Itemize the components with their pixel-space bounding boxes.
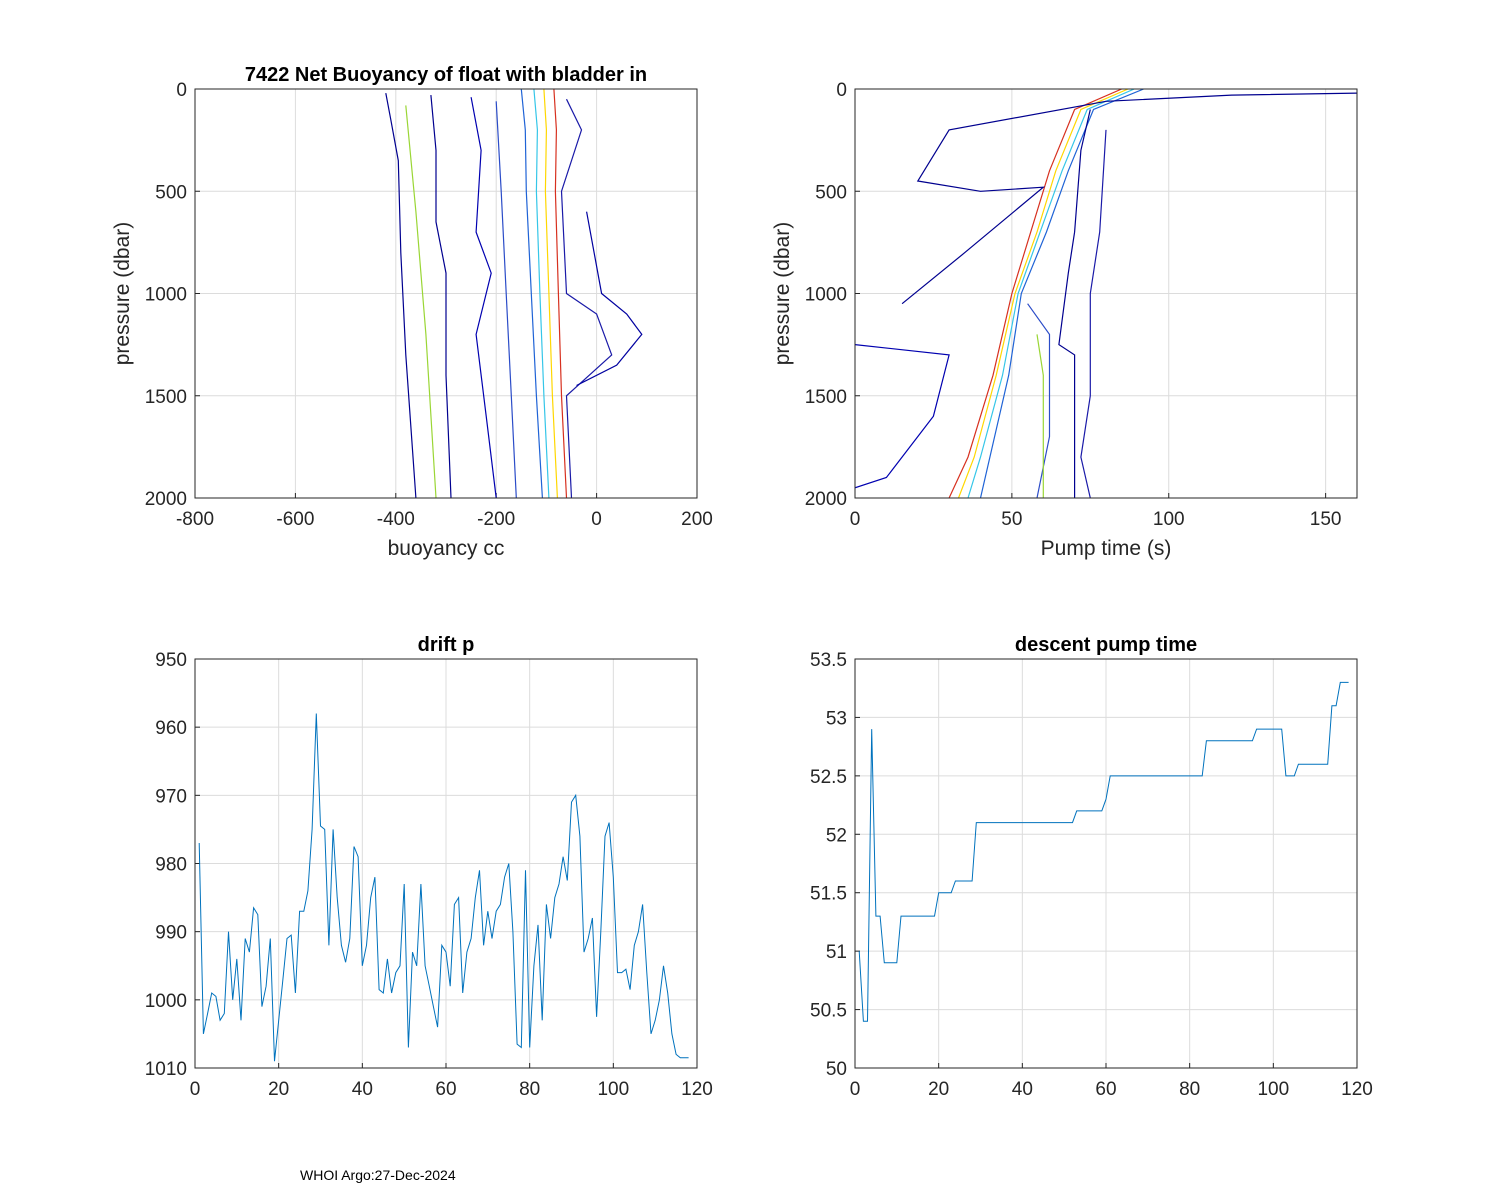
descentpump-xtick-label: 40 [1012,1079,1033,1100]
buoyancy-series-outlier-7 [576,211,643,387]
pumptime-xtick-label: 150 [1310,509,1342,530]
descentpump-series-line [858,681,1349,1022]
driftp-xtick-label: 0 [190,1079,201,1100]
buoyancy-axes-box [194,88,698,499]
driftp-series-group [198,713,689,1062]
pumptime-xtick-label: 50 [1001,509,1022,530]
descentpump-ytick-label: 53.5 [810,650,847,671]
pumptime-series-main-bundle-early [979,89,1144,498]
pumptime-ytick-label: 1000 [805,285,847,306]
descentpump-chart: 0 20 40 60 80 100 120 50 50.5 51 51.5 52 52.5 53 53.5 d… [810,634,1373,1100]
pumptime-series-group [855,89,1357,498]
descentpump-xtick-label: 80 [1179,1079,1200,1100]
buoyancy-chart: -800 -600 -400 -200 0 20005001000150020007422… [111,64,713,560]
pumptime-ylabel: pressure (dbar) [771,222,794,366]
descentpump-ytick-label: 50 [826,1059,847,1080]
driftp-ytick-label: 1000 [145,991,187,1012]
buoyancy-ytick-label: 1500 [145,387,187,408]
pumptime-series-outlier-4 [1080,129,1107,498]
buoyancy-series-outlier-2 [430,95,452,498]
driftp-xtick-label: 40 [352,1079,373,1100]
descentpump-xtick-label: 20 [928,1079,949,1100]
buoyancy-series-group [385,89,643,498]
buoyancy-series-main-bundle-late [553,89,568,498]
driftp-xtick-label: 60 [435,1079,456,1100]
buoyancy-ytick-label: 500 [155,182,187,203]
descentpump-xtick-label: 0 [850,1079,861,1100]
buoyancy-series-outlier-4 [470,97,497,498]
driftp-ytick-label: 1010 [145,1059,187,1080]
pumptime-series-main-bundle-late [948,89,1122,498]
pumptime-xlabel: Pump time (s) [1041,537,1172,560]
pumptime-ytick-label: 2000 [805,489,847,510]
descentpump-ytick-label: 52 [826,825,847,846]
driftp-xtick-label: 120 [681,1079,713,1100]
descentpump-title: descent pump time [1015,634,1197,656]
pumptime-axes-box [854,88,1358,499]
pumptime-series-outlier-2 [1058,109,1091,498]
descentpump-xtick-label: 100 [1257,1079,1289,1100]
descentpump-xtick-label: 120 [1341,1079,1373,1100]
buoyancy-series-outlier-5 [495,101,517,498]
pumptime-ytick-label: 0 [836,80,847,101]
pumptime-series-outlier-3 [855,344,950,489]
driftp-xtick-label: 80 [519,1079,540,1100]
pumptime-series-outlier-6 [1036,334,1044,498]
buoyancy-ytick-label: 1000 [145,285,187,306]
buoyancy-xtick-label: -800 [176,509,214,530]
buoyancy-xtick-label: -600 [276,509,314,530]
pumptime-series-outlier-1 [901,92,1357,305]
descentpump-ytick-label: 51.5 [810,884,847,905]
driftp-xtick-label: 20 [268,1079,289,1100]
descentpump-ytick-label: 51 [826,942,847,963]
buoyancy-title: 7422 Net Buoyancy of float with bladder … [245,64,647,86]
buoyancy-xtick-label: -200 [477,509,515,530]
buoyancy-series-outlier-6 [405,105,437,498]
descentpump-axes-box [854,658,1358,1069]
driftp-ytick-label: 970 [155,786,187,807]
buoyancy-xtick-label: 200 [681,509,713,530]
pumptime-ytick-label: 1500 [805,387,847,408]
buoyancy-series-outlier-1 [385,92,417,498]
descentpump-xtick-label: 60 [1095,1079,1116,1100]
buoyancy-series-main-bundle-cyan [533,89,550,498]
driftp-ytick-label: 990 [155,923,187,944]
descentpump-ytick-label: 53 [826,708,847,729]
buoyancy-xtick-label: 0 [591,509,602,530]
buoyancy-series-main-bundle-mid [543,89,558,498]
buoyancy-xtick-label: -400 [377,509,415,530]
buoyancy-series-main-bundle-early [520,89,543,498]
descentpump-ytick-label: 50.5 [810,1001,847,1022]
descentpump-ytick-label: 52.5 [810,767,847,788]
buoyancy-ylabel: pressure (dbar) [111,222,134,366]
driftp-ytick-label: 960 [155,718,187,739]
buoyancy-xlabel: buoyancy cc [388,537,505,560]
footer-text: WHOI Argo:27-Dec-2024 [300,1167,456,1183]
driftp-xtick-label: 100 [597,1079,629,1100]
driftp-chart: 0 20 40 60 80 100 120 950 960 970 980 990 1000 1010 dr… [145,634,713,1100]
driftp-series-line [198,713,689,1062]
buoyancy-ytick-label: 0 [176,80,187,101]
buoyancy-ytick-label: 2000 [145,489,187,510]
driftp-ytick-label: 980 [155,855,187,876]
driftp-axes-box [194,658,698,1069]
pumptime-series-main-bundle-mid [957,89,1129,498]
pumptime-series-main-bundle-cyan [967,89,1135,498]
descentpump-series-group [858,681,1349,1022]
pumptime-ytick-label: 500 [815,182,847,203]
buoyancy-series-outlier-3 [560,98,613,498]
pumptime-xtick-label: 0 [850,509,861,530]
pumptime-xtick-label: 100 [1153,509,1185,530]
driftp-title: drift p [418,634,475,656]
driftp-ytick-label: 950 [155,650,187,671]
